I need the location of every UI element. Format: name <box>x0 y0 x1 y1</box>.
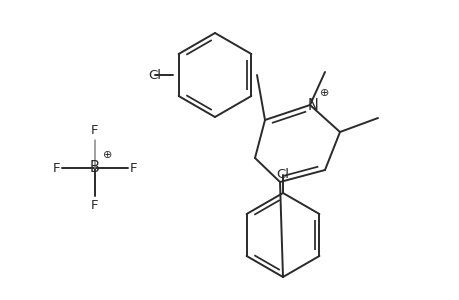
Text: ⊕: ⊕ <box>103 150 112 160</box>
Text: F: F <box>91 124 99 137</box>
Text: Cl: Cl <box>148 68 161 82</box>
Text: F: F <box>130 161 137 175</box>
Text: B: B <box>90 160 100 175</box>
Text: F: F <box>91 199 99 212</box>
Text: ⊕: ⊕ <box>319 88 329 98</box>
Text: Cl: Cl <box>276 169 289 182</box>
Text: N: N <box>307 98 318 112</box>
Text: F: F <box>52 161 60 175</box>
